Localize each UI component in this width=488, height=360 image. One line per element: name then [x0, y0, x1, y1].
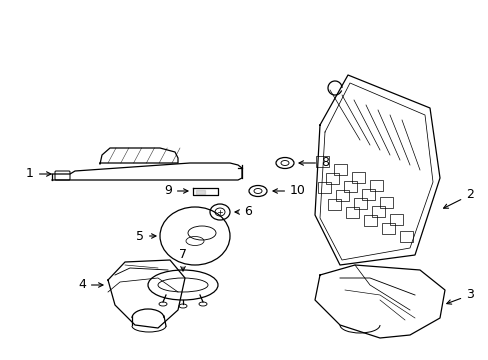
Text: 1: 1	[26, 167, 51, 180]
Bar	[361, 189, 374, 200]
Bar	[363, 215, 376, 226]
Text: 2: 2	[443, 189, 473, 208]
Bar	[335, 190, 348, 201]
Bar	[379, 197, 392, 208]
Bar	[389, 214, 402, 225]
Bar	[325, 173, 338, 184]
Bar	[317, 182, 330, 193]
Text: 3: 3	[446, 288, 473, 304]
Bar	[343, 181, 356, 192]
Bar	[327, 199, 340, 210]
Text: 9: 9	[164, 184, 187, 198]
Polygon shape	[196, 190, 204, 194]
Bar	[315, 156, 328, 167]
Bar	[346, 207, 358, 218]
Text: 8: 8	[298, 157, 328, 170]
Bar	[353, 198, 366, 209]
Text: 10: 10	[272, 184, 305, 198]
Text: 6: 6	[235, 206, 251, 219]
Text: 4: 4	[78, 279, 103, 292]
Text: 5: 5	[136, 230, 156, 243]
Bar	[371, 206, 384, 217]
Bar	[369, 180, 382, 191]
Bar	[381, 223, 394, 234]
Text: 7: 7	[179, 248, 186, 271]
Bar	[351, 172, 364, 183]
Bar	[333, 164, 346, 175]
Bar	[399, 231, 412, 242]
